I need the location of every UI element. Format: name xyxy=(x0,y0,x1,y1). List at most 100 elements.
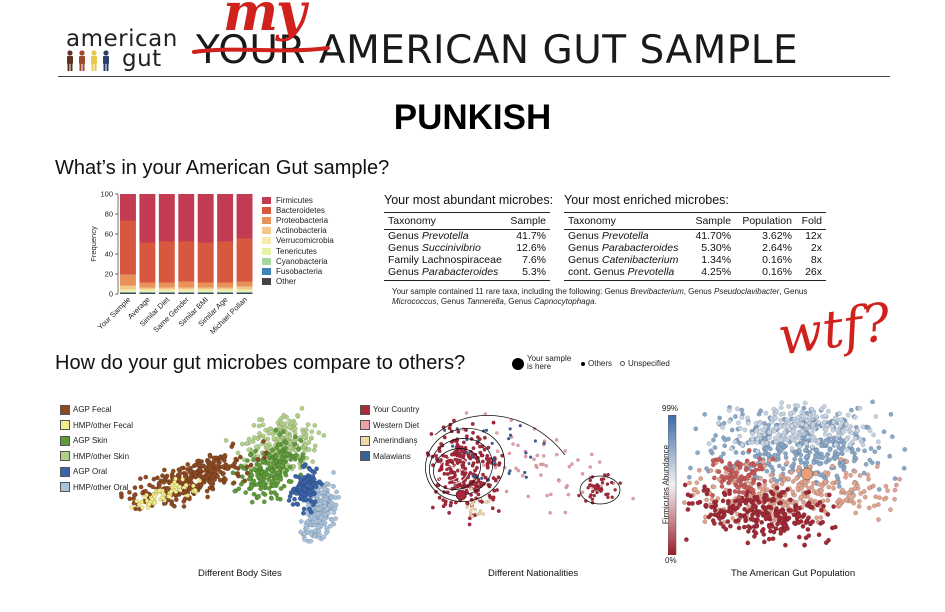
body-sites-caption: Different Body Sites xyxy=(198,568,282,579)
legend-item: Fusobacteria xyxy=(262,266,334,276)
bar-segment-fusobacteria xyxy=(139,292,156,293)
bar-segment-firmicutes xyxy=(120,194,136,221)
enriched-fold: 8x xyxy=(810,254,822,266)
legend-swatch xyxy=(262,196,271,204)
legend-label: Fusobacteria xyxy=(276,266,323,276)
bar-segment-bacteroidetes xyxy=(158,241,175,283)
legend-swatch xyxy=(60,420,70,431)
legend-item: Bacteroidetes xyxy=(262,205,334,215)
bar-segment-bacteroidetes xyxy=(236,238,253,282)
bar-segment-bacteroidetes xyxy=(217,241,234,283)
unspecified-dot xyxy=(620,361,625,366)
bar-segment-firmicutes xyxy=(139,194,156,243)
y-axis-label: Frequency xyxy=(89,226,98,262)
bar-segment-cyanobacteria xyxy=(197,292,214,293)
enriched-header-fold: Fold xyxy=(795,212,826,230)
bar-segment-bacteroidetes xyxy=(120,220,136,275)
legend-item: HMP/other Fecal xyxy=(60,418,133,434)
legend-item: AGP Skin xyxy=(60,433,133,449)
legend-label: Amerindians xyxy=(373,436,418,446)
enriched-population: 2.64% xyxy=(762,242,792,254)
legend-item: AGP Fecal xyxy=(60,402,133,418)
body-sites-legend: AGP Fecal HMP/other Fecal AGP Skin HMP/othe… xyxy=(60,402,133,495)
bar-segment-proteobacteria xyxy=(197,282,214,288)
legend-swatch xyxy=(60,451,70,462)
your-sample-label: Your sample is here xyxy=(527,354,572,371)
legend-label: AGP Fecal xyxy=(73,405,112,415)
enriched-fold: 2x xyxy=(810,242,822,254)
page-title: PUNKISH xyxy=(393,98,552,137)
bar-segment-verrucomicrobia xyxy=(236,289,253,292)
enriched-row: Genus Catenibacterium 1.34% 0.16% 8x xyxy=(564,254,826,266)
enriched-sample: 4.25% xyxy=(689,266,736,281)
abundant-sample: 41.7% xyxy=(516,230,546,242)
colorbar-label: Firmicutes Abundance xyxy=(661,444,671,525)
enriched-title: Your most enriched microbes: xyxy=(564,193,729,207)
legend-swatch xyxy=(360,435,370,446)
bar-segment-other xyxy=(217,293,234,294)
bar-segment-actinobacteria xyxy=(197,287,214,290)
logo: american gut xyxy=(62,22,177,74)
bar-segment-tenericutes xyxy=(217,291,234,292)
legend-label: Your Country xyxy=(373,405,420,415)
legend-item: HMP/other Oral xyxy=(60,480,133,496)
bar-segment-tenericutes xyxy=(120,291,136,292)
person-figure xyxy=(67,50,73,71)
unspecified-label: Unspecified xyxy=(628,359,670,368)
bar-segment-verrucomicrobia xyxy=(158,289,175,292)
legend-label: Western Diet xyxy=(373,420,420,430)
abundant-row: Family Lachnospiraceae 7.6% xyxy=(384,254,550,266)
abundant-sample: 12.6% xyxy=(516,242,546,254)
bar-segment-actinobacteria xyxy=(139,287,156,290)
legend-label: Proteobacteria xyxy=(276,215,329,225)
legend-item: Proteobacteria xyxy=(262,215,334,225)
abundant-row: Genus Prevotella 41.7% xyxy=(384,230,550,242)
bar-segment-verrucomicrobia xyxy=(139,289,156,292)
abundant-table: Taxonomy Sample Genus Prevotella 41.7% Gen… xyxy=(384,212,550,281)
bar-segment-cyanobacteria xyxy=(120,292,136,293)
enriched-fold: 26x xyxy=(795,266,826,281)
legend-swatch xyxy=(360,404,370,415)
legend-item: Actinobacteria xyxy=(262,226,334,236)
enriched-sample: 1.34% xyxy=(701,254,732,266)
bar-segment-fusobacteria xyxy=(178,292,195,293)
legend-label: AGP Skin xyxy=(73,436,108,446)
colorbar-min: 0% xyxy=(665,556,677,565)
legend-swatch xyxy=(262,257,271,265)
bar-segment-bacteroidetes xyxy=(197,242,214,283)
colorbar-max: 99% xyxy=(662,404,679,413)
abundant-sample: 5.3% xyxy=(506,266,550,281)
bar-segment-cyanobacteria xyxy=(139,292,156,293)
bar-segment-other xyxy=(178,293,195,294)
bar-segment-tenericutes xyxy=(178,291,195,292)
section-title-composition: What’s in your American Gut sample? xyxy=(55,157,390,179)
enriched-row: Genus Prevotella 41.70% 3.62% 12x xyxy=(564,230,826,242)
enriched-population: 0.16% xyxy=(762,254,792,266)
enriched-taxon: Genus Parabacteroides xyxy=(568,242,679,254)
legend-swatch xyxy=(262,206,271,214)
legend-item: Verrucomicrobia xyxy=(262,236,334,246)
rare-taxa-note: Your sample contained 11 rare taxa, incl… xyxy=(392,287,808,306)
legend-label: Other xyxy=(276,277,297,287)
bar-segment-other xyxy=(158,293,175,294)
enriched-header-sample: Sample xyxy=(689,212,736,230)
legend-item: Amerindians xyxy=(360,433,419,449)
legend-label: Firmicutes xyxy=(276,195,313,205)
abundant-header-sample: Sample xyxy=(506,212,550,230)
legend-label: Cyanobacteria xyxy=(276,256,328,266)
bar-segment-cyanobacteria xyxy=(178,292,195,293)
enriched-header-taxonomy: Taxonomy xyxy=(564,212,689,230)
bar-segment-other xyxy=(236,293,253,294)
enriched-sample: 41.70% xyxy=(695,230,732,242)
bar-segment-other xyxy=(120,293,136,294)
legend-item: Malawians xyxy=(360,449,419,465)
composition-legend: Firmicutes Bacteroidetes Proteobacteria Act… xyxy=(262,195,334,287)
abundant-taxon: Genus Succinivibrio xyxy=(388,242,481,254)
bar-segment-proteobacteria xyxy=(158,282,175,288)
nationalities-scatter xyxy=(415,411,635,527)
abundant-title: Your most abundant microbes: xyxy=(384,193,554,207)
bar-segment-actinobacteria xyxy=(120,285,136,290)
abundant-taxon: Family Lachnospiraceae xyxy=(388,254,502,266)
logo-text-bottom: gut xyxy=(122,46,162,72)
legend-label: Actinobacteria xyxy=(276,226,327,236)
